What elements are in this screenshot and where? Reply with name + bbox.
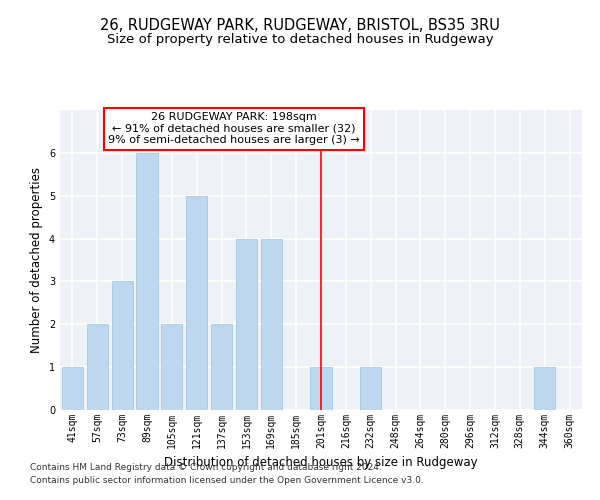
Bar xyxy=(211,324,232,410)
Bar xyxy=(534,367,555,410)
Bar xyxy=(261,238,282,410)
Y-axis label: Number of detached properties: Number of detached properties xyxy=(31,167,43,353)
Bar xyxy=(87,324,108,410)
Bar xyxy=(186,196,207,410)
Bar xyxy=(161,324,182,410)
Bar xyxy=(236,238,257,410)
Bar xyxy=(310,367,332,410)
Text: 26 RUDGEWAY PARK: 198sqm
← 91% of detached houses are smaller (32)
9% of semi-de: 26 RUDGEWAY PARK: 198sqm ← 91% of detach… xyxy=(108,112,360,146)
Text: 26, RUDGEWAY PARK, RUDGEWAY, BRISTOL, BS35 3RU: 26, RUDGEWAY PARK, RUDGEWAY, BRISTOL, BS… xyxy=(100,18,500,32)
Text: Contains public sector information licensed under the Open Government Licence v3: Contains public sector information licen… xyxy=(30,476,424,485)
Bar xyxy=(112,282,133,410)
Bar xyxy=(136,153,158,410)
Text: Contains HM Land Registry data © Crown copyright and database right 2024.: Contains HM Land Registry data © Crown c… xyxy=(30,464,382,472)
Text: Size of property relative to detached houses in Rudgeway: Size of property relative to detached ho… xyxy=(107,32,493,46)
X-axis label: Distribution of detached houses by size in Rudgeway: Distribution of detached houses by size … xyxy=(164,456,478,469)
Bar xyxy=(62,367,83,410)
Bar xyxy=(360,367,381,410)
